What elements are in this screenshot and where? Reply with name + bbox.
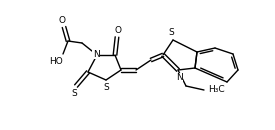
Text: H₃C: H₃C [208, 86, 224, 95]
Text: S: S [71, 89, 77, 98]
Text: HO: HO [49, 57, 63, 66]
Text: N: N [93, 50, 99, 58]
Text: O: O [59, 15, 65, 24]
Text: O: O [114, 25, 122, 34]
Text: S: S [103, 83, 109, 92]
Text: S: S [168, 28, 174, 37]
Text: N: N [176, 73, 182, 83]
